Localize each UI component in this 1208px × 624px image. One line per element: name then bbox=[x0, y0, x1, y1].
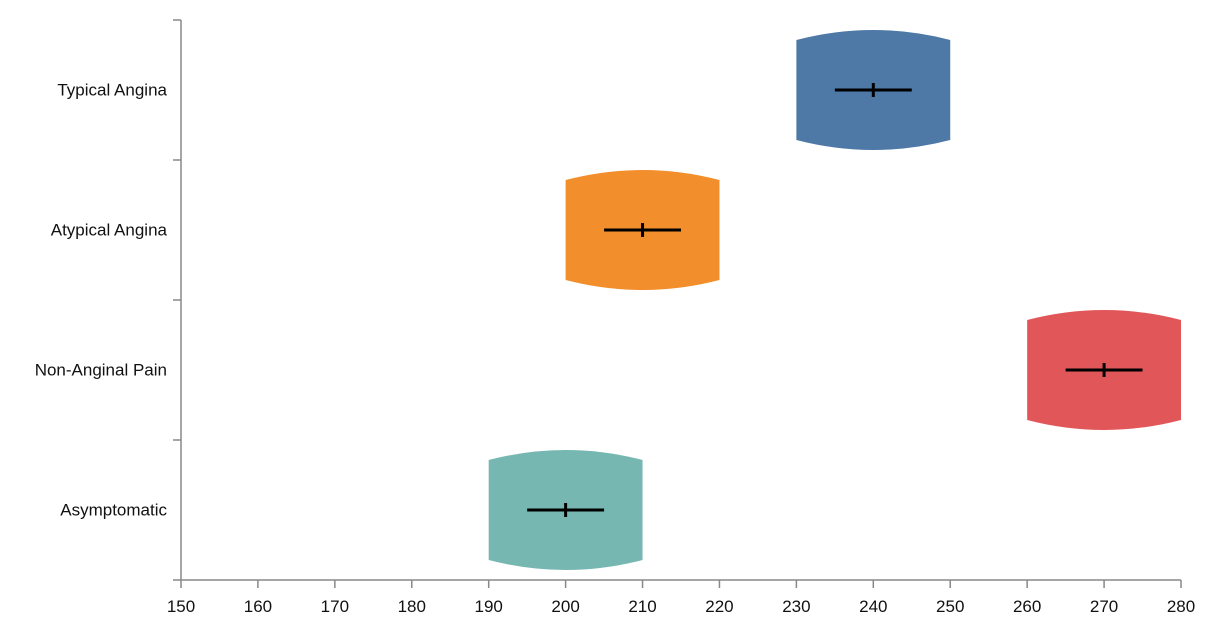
y-axis: Typical Angina Atypical Angina Non-Anginal… bbox=[35, 19, 182, 581]
x-tick-label: 200 bbox=[551, 597, 579, 616]
x-tick-label: 280 bbox=[1167, 597, 1195, 616]
y-tick-label: Atypical Angina bbox=[51, 221, 168, 240]
y-tick-label: Non-Anginal Pain bbox=[35, 361, 167, 380]
y-tick-label: Asymptomatic bbox=[60, 501, 167, 520]
x-tick-label: 240 bbox=[859, 597, 887, 616]
x-tick-label: 250 bbox=[936, 597, 964, 616]
x-tick-label: 270 bbox=[1090, 597, 1118, 616]
x-tick-label: 190 bbox=[475, 597, 503, 616]
range-shapes bbox=[488, 30, 1181, 570]
x-tick-label: 230 bbox=[782, 597, 810, 616]
y-tick-label: Typical Angina bbox=[57, 81, 167, 100]
x-tick-label: 220 bbox=[705, 597, 733, 616]
x-tick-label: 160 bbox=[244, 597, 272, 616]
x-tick-label: 210 bbox=[628, 597, 656, 616]
x-tick-label: 260 bbox=[1013, 597, 1041, 616]
x-tick-label: 170 bbox=[321, 597, 349, 616]
x-axis: 150 160 170 180 190 200 210 220 230 240 250 260 270 2… bbox=[167, 579, 1195, 616]
x-tick-label: 180 bbox=[398, 597, 426, 616]
x-tick-label: 150 bbox=[167, 597, 195, 616]
center-markers bbox=[527, 83, 1143, 517]
